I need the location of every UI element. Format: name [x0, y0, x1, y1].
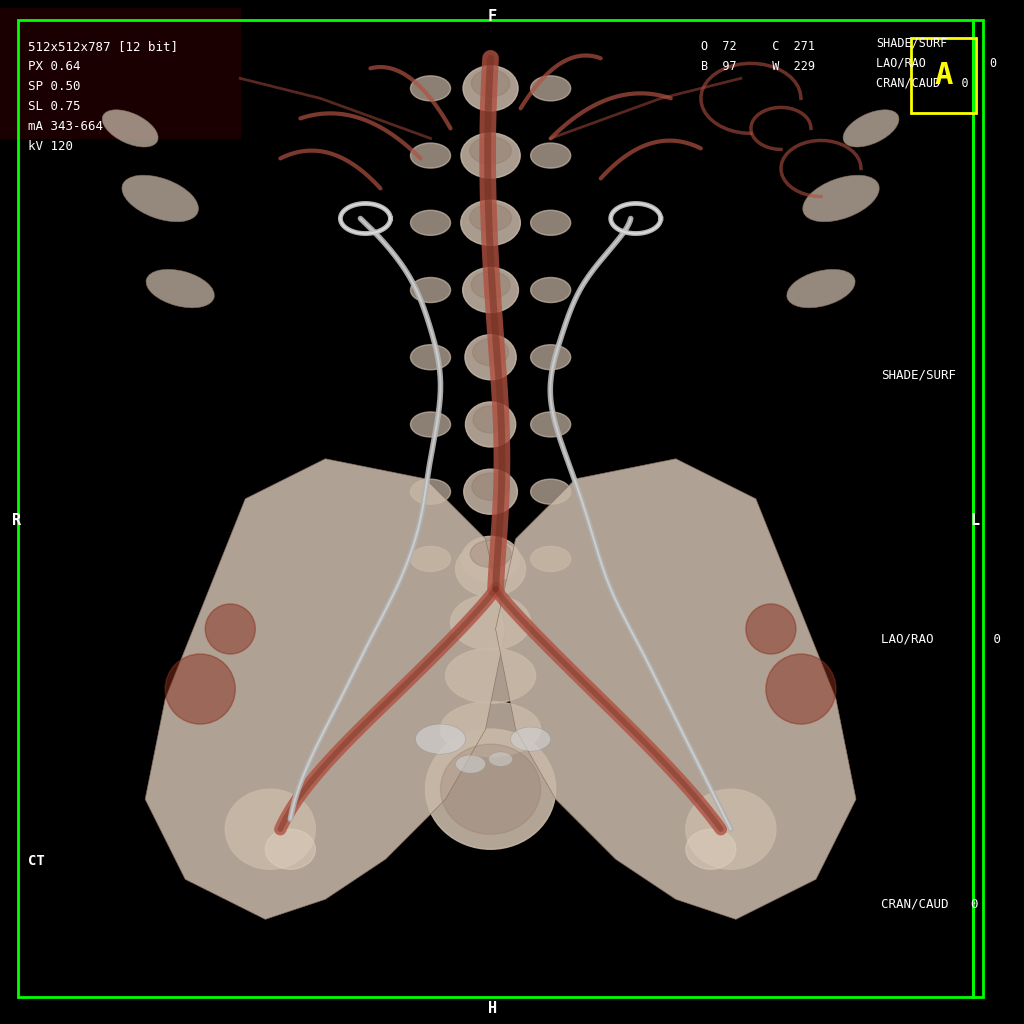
Ellipse shape — [470, 204, 511, 231]
Ellipse shape — [473, 339, 509, 366]
Circle shape — [745, 604, 796, 654]
Ellipse shape — [411, 143, 451, 168]
Ellipse shape — [530, 345, 570, 370]
Ellipse shape — [411, 412, 451, 437]
Ellipse shape — [456, 542, 525, 596]
Ellipse shape — [530, 76, 570, 101]
Ellipse shape — [411, 76, 451, 101]
Ellipse shape — [225, 790, 315, 869]
Ellipse shape — [786, 269, 855, 308]
Ellipse shape — [445, 648, 536, 703]
Text: B  97     W  229: B 97 W 229 — [700, 60, 815, 74]
Ellipse shape — [530, 210, 570, 236]
Ellipse shape — [466, 402, 516, 447]
Ellipse shape — [465, 335, 516, 380]
Text: SP 0.50: SP 0.50 — [28, 80, 81, 93]
Circle shape — [205, 604, 255, 654]
Ellipse shape — [440, 744, 541, 835]
Polygon shape — [496, 459, 856, 920]
Text: LAO/RAO         0: LAO/RAO 0 — [876, 56, 997, 70]
Ellipse shape — [451, 595, 530, 650]
Ellipse shape — [411, 210, 451, 236]
Ellipse shape — [464, 469, 517, 514]
Text: A: A — [935, 61, 952, 90]
Ellipse shape — [473, 406, 508, 433]
Ellipse shape — [461, 201, 520, 246]
Text: R: R — [12, 513, 22, 528]
Ellipse shape — [803, 175, 880, 222]
Text: SHADE/SURF: SHADE/SURF — [876, 36, 947, 49]
Ellipse shape — [471, 271, 510, 299]
Ellipse shape — [102, 110, 158, 147]
Ellipse shape — [470, 541, 511, 567]
Bar — [911, 38, 976, 114]
Ellipse shape — [530, 143, 570, 168]
Text: SHADE/SURF: SHADE/SURF — [881, 369, 956, 382]
Polygon shape — [145, 459, 506, 920]
Text: kV 120: kV 120 — [28, 140, 73, 154]
Ellipse shape — [511, 727, 551, 752]
Ellipse shape — [146, 269, 214, 308]
Ellipse shape — [463, 66, 518, 111]
Ellipse shape — [411, 345, 451, 370]
Ellipse shape — [530, 547, 570, 571]
Text: H: H — [488, 1001, 497, 1017]
Ellipse shape — [472, 473, 509, 500]
Ellipse shape — [686, 790, 776, 869]
Ellipse shape — [461, 133, 520, 178]
Ellipse shape — [843, 110, 899, 147]
Text: 512x512x787 [12 bit]: 512x512x787 [12 bit] — [28, 40, 178, 53]
Ellipse shape — [440, 701, 541, 757]
Ellipse shape — [122, 175, 199, 222]
Text: O  72     C  271: O 72 C 271 — [700, 40, 815, 53]
Ellipse shape — [411, 547, 451, 571]
Bar — [0, 8, 241, 138]
Ellipse shape — [462, 537, 520, 582]
Text: CRAN/CAUD   0: CRAN/CAUD 0 — [881, 897, 979, 910]
Ellipse shape — [530, 278, 570, 302]
Ellipse shape — [463, 267, 518, 312]
Ellipse shape — [471, 70, 510, 97]
Ellipse shape — [411, 278, 451, 302]
Circle shape — [165, 654, 236, 724]
Text: PX 0.64: PX 0.64 — [28, 60, 81, 74]
Ellipse shape — [686, 829, 736, 869]
Circle shape — [766, 654, 836, 724]
Text: CRAN/CAUD   0: CRAN/CAUD 0 — [876, 77, 969, 89]
Text: mA 343-664: mA 343-664 — [28, 121, 103, 133]
Ellipse shape — [470, 137, 511, 164]
Ellipse shape — [456, 755, 485, 773]
Ellipse shape — [488, 752, 513, 766]
Ellipse shape — [530, 412, 570, 437]
Text: L: L — [970, 513, 979, 528]
Text: F: F — [488, 9, 497, 25]
Ellipse shape — [426, 729, 556, 849]
Text: SL 0.75: SL 0.75 — [28, 100, 81, 114]
Text: LAO/RAO        0: LAO/RAO 0 — [881, 633, 1001, 646]
Ellipse shape — [265, 829, 315, 869]
Ellipse shape — [530, 479, 570, 504]
Ellipse shape — [411, 479, 451, 504]
Ellipse shape — [416, 724, 466, 754]
Text: CT: CT — [28, 854, 45, 868]
